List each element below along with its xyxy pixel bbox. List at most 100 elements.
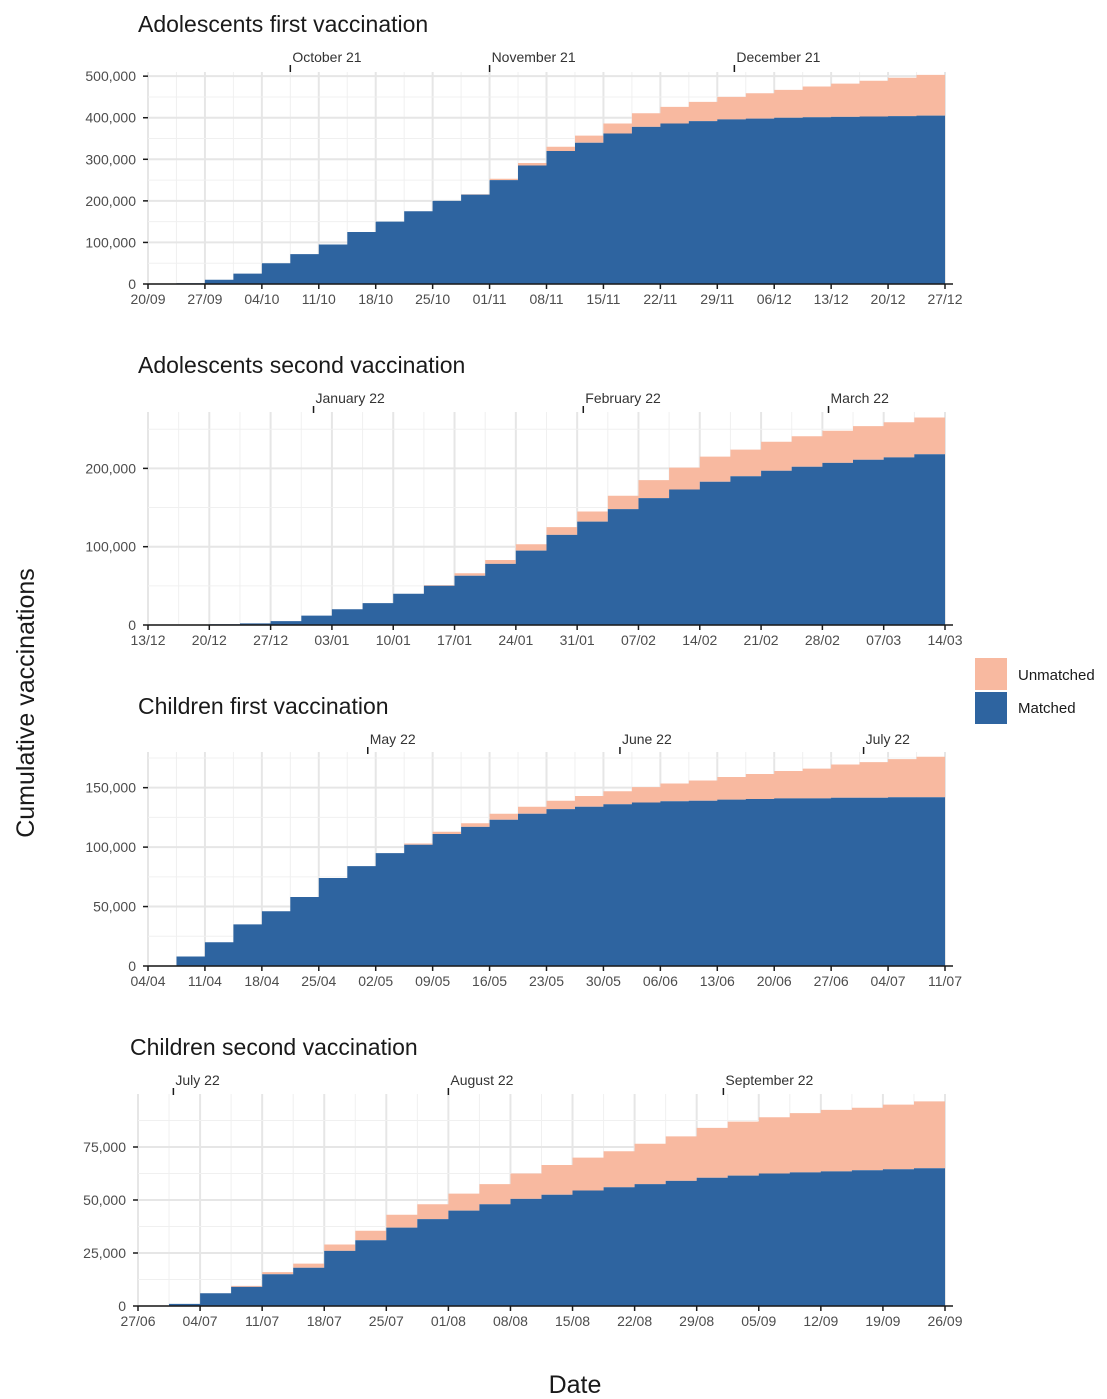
x-tick-label: 19/09 <box>865 1313 900 1329</box>
x-tick-label: 20/06 <box>757 973 792 989</box>
y-tick-label: 25,000 <box>83 1245 126 1261</box>
x-tick-label: 27/06 <box>814 973 849 989</box>
series-area-matched <box>148 451 945 625</box>
x-tick-label: 11/07 <box>928 973 962 989</box>
x-tick-label: 24/01 <box>498 632 533 648</box>
x-tick-label: 27/09 <box>187 291 222 307</box>
x-tick-label: 01/08 <box>431 1313 466 1329</box>
y-tick-label: 0 <box>128 276 136 292</box>
y-tick-label: 500,000 <box>85 68 136 84</box>
x-tick-label: 29/08 <box>679 1313 714 1329</box>
x-tick-label: 20/12 <box>871 291 906 307</box>
month-label: May 22 <box>370 731 416 747</box>
x-tick-label: 11/10 <box>302 291 336 307</box>
y-tick-label: 50,000 <box>93 899 136 915</box>
x-tick-label: 22/11 <box>643 291 677 307</box>
y-tick-label: 0 <box>128 958 136 974</box>
x-tick-label: 13/12 <box>130 632 165 648</box>
x-tick-label: 18/04 <box>244 973 279 989</box>
y-tick-label: 400,000 <box>85 110 136 126</box>
x-axis-label: Date <box>549 1371 602 1399</box>
legend: Unmatched Matched <box>975 658 1095 724</box>
series-area-unmatched <box>148 755 945 966</box>
chart-panels: Adolescents first vaccination 20/09 27/09 0… <box>83 11 963 1329</box>
y-tick-label: 50,000 <box>83 1192 126 1208</box>
x-tick-label: 04/10 <box>244 291 279 307</box>
x-tick-label: 11/04 <box>188 973 222 989</box>
x-tick-label: 25/04 <box>301 973 336 989</box>
month-label: June 22 <box>622 731 672 747</box>
x-tick-label: 06/06 <box>643 973 678 989</box>
x-tick-label: 17/01 <box>437 632 472 648</box>
chart-title: Children second vaccination <box>130 1034 418 1060</box>
month-label: July 22 <box>866 731 911 747</box>
x-tick-label: 03/01 <box>314 632 349 648</box>
month-label: December 21 <box>736 49 820 65</box>
x-tick-label: 29/11 <box>700 291 734 307</box>
y-axis-label: Cumulative vaccinations <box>12 568 40 838</box>
x-tick-label: 21/02 <box>744 632 779 648</box>
chart-title: Adolescents second vaccination <box>138 352 465 378</box>
x-tick-label: 31/01 <box>560 632 595 648</box>
chart-panel-4: Children second vaccination 27/06 04/07 11/… <box>83 1034 963 1329</box>
x-tick-label: 05/09 <box>741 1313 776 1329</box>
chart-panel-1: Adolescents first vaccination 20/09 27/09 0… <box>85 11 962 307</box>
x-tick-label: 04/04 <box>130 973 165 989</box>
x-tick-label: 27/12 <box>253 632 288 648</box>
y-tick-label: 150,000 <box>85 780 136 796</box>
x-tick-label: 18/10 <box>358 291 393 307</box>
series-area-matched <box>148 797 945 966</box>
x-tick-label: 26/09 <box>927 1313 962 1329</box>
y-tick-label: 0 <box>128 617 136 633</box>
month-label: January 22 <box>316 390 385 406</box>
x-tick-label: 04/07 <box>183 1313 218 1329</box>
x-tick-label: 23/05 <box>529 973 564 989</box>
legend-label-unmatched: Unmatched <box>1018 667 1095 684</box>
x-tick-label: 30/05 <box>586 973 621 989</box>
x-tick-label: 15/11 <box>586 291 620 307</box>
y-tick-label: 200,000 <box>85 460 136 476</box>
y-tick-label: 100,000 <box>85 839 136 855</box>
x-tick-label: 18/07 <box>307 1313 342 1329</box>
x-tick-label: 16/05 <box>472 973 507 989</box>
x-tick-label: 27/12 <box>927 291 962 307</box>
series-area-unmatched <box>138 1098 945 1306</box>
x-tick-label: 14/02 <box>682 632 717 648</box>
series-area-unmatched <box>148 72 945 284</box>
y-tick-label: 0 <box>118 1298 126 1314</box>
chart-panel-3: Children first vaccination 04/04 11/04 18/0… <box>85 693 962 989</box>
x-tick-label: 07/02 <box>621 632 656 648</box>
y-tick-label: 300,000 <box>85 151 136 167</box>
month-label: February 22 <box>585 390 661 406</box>
x-tick-label: 20/09 <box>130 291 165 307</box>
y-tick-label: 75,000 <box>83 1139 126 1155</box>
x-tick-label: 10/01 <box>376 632 411 648</box>
x-tick-label: 01/11 <box>473 291 507 307</box>
x-tick-label: 08/08 <box>493 1313 528 1329</box>
x-tick-label: 20/12 <box>192 632 227 648</box>
x-tick-label: 11/07 <box>245 1313 279 1329</box>
x-tick-label: 25/10 <box>415 291 450 307</box>
series-area-unmatched <box>148 413 945 625</box>
x-tick-label: 08/11 <box>530 291 564 307</box>
x-tick-label: 06/12 <box>757 291 792 307</box>
x-tick-label: 04/07 <box>871 973 906 989</box>
chart-title: Adolescents first vaccination <box>138 11 428 37</box>
x-tick-label: 15/08 <box>555 1313 590 1329</box>
month-label: October 21 <box>292 49 361 65</box>
month-label: March 22 <box>831 390 890 406</box>
y-tick-label: 100,000 <box>85 234 136 250</box>
x-tick-label: 25/07 <box>369 1313 404 1329</box>
month-label: August 22 <box>450 1072 513 1088</box>
x-tick-label: 13/06 <box>700 973 735 989</box>
y-tick-label: 100,000 <box>85 539 136 555</box>
x-tick-label: 12/09 <box>803 1313 838 1329</box>
x-tick-label: 09/05 <box>415 973 450 989</box>
x-tick-label: 28/02 <box>805 632 840 648</box>
month-label: July 22 <box>175 1072 220 1088</box>
x-tick-label: 13/12 <box>814 291 849 307</box>
month-label: September 22 <box>725 1072 813 1088</box>
x-tick-label: 14/03 <box>927 632 962 648</box>
x-tick-label: 02/05 <box>358 973 393 989</box>
